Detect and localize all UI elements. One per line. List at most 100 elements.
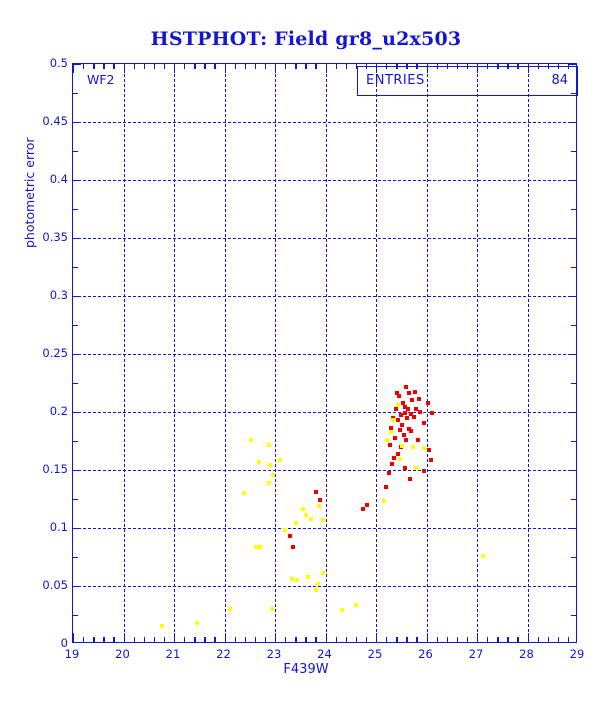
tick-x-minor [254,64,257,69]
data-point [159,624,164,629]
tick-y-major [73,122,81,124]
data-point [314,490,319,495]
tick-x-minor [517,637,519,642]
data-point [417,397,422,402]
tick-x-minor [113,64,115,69]
gridline-vertical [275,64,276,642]
tick-x-major [275,64,277,73]
tick-x-major [426,64,428,73]
tick-x-minor [264,64,267,69]
tick-x-minor [194,64,196,69]
tick-x-minor [537,637,539,642]
tick-x-minor [83,637,85,642]
data-point [271,473,276,478]
data-point [428,457,433,462]
stats-legend-box: ENTRIES 84 [357,66,578,96]
data-point [385,437,390,442]
x-tick-label: 23 [266,647,282,661]
tick-y-minor [571,499,576,501]
tick-x-major [174,64,176,73]
data-point [396,418,401,423]
data-point [408,477,413,482]
tick-x-minor [305,637,307,642]
gridline-horizontal [73,412,576,413]
tick-x-major [275,633,277,642]
tick-y-minor [73,499,78,501]
data-point [256,460,261,465]
tick-y-minor [73,151,78,153]
tick-x-minor [163,637,166,642]
tick-y-minor [73,325,78,327]
tick-x-minor [416,637,418,642]
data-point [397,394,402,399]
tick-x-minor [143,64,146,69]
stats-entries-label: ENTRIES [366,73,425,88]
data-point [393,436,398,441]
tick-x-minor [133,64,135,69]
tick-y-major [568,412,576,414]
data-point [481,554,486,559]
tick-x-major [73,633,75,642]
data-point [294,520,299,525]
tick-x-minor [355,64,358,69]
tick-y-major [568,528,576,530]
tick-x-major [123,64,125,73]
data-point [398,456,403,461]
data-point [227,607,232,612]
plot-frame: WF2 ENTRIES 84 [72,63,578,643]
data-point [390,462,395,467]
tick-y-major [568,238,576,240]
data-point [398,412,403,417]
tick-x-minor [285,64,287,69]
data-point [248,437,253,442]
tick-y-major [73,586,81,588]
tick-x-major [325,64,327,73]
tick-x-minor [456,637,459,642]
gridline-horizontal [73,470,576,471]
data-point [388,429,393,434]
tick-y-major [568,64,576,66]
tick-x-minor [497,637,499,642]
tick-y-major [73,528,81,530]
tick-x-major [527,64,529,73]
tick-x-minor [487,637,489,642]
tick-x-major [527,633,529,642]
tick-x-minor [386,637,388,642]
tick-x-minor [315,637,317,642]
data-point [295,577,300,582]
tick-x-minor [466,637,469,642]
gridline-horizontal [73,296,576,297]
gridline-horizontal [73,180,576,181]
data-point [278,457,283,462]
gridline-vertical [174,64,175,642]
tick-x-major [477,64,479,73]
x-axis-title: F439W [283,662,329,677]
data-point [317,503,322,508]
tick-x-minor [547,637,550,642]
gridline-horizontal [73,238,576,239]
data-point [396,403,401,408]
tick-x-minor [244,64,247,69]
gridline-vertical [426,64,428,642]
data-point [403,404,408,409]
y-tick-label: 0.25 [42,346,68,360]
tick-y-major [568,586,576,588]
tick-x-major [477,633,479,642]
y-tick-label: 0.35 [42,230,68,244]
data-point [429,410,434,415]
tick-x-minor [113,637,115,642]
tick-y-minor [73,383,78,385]
data-point [394,406,399,411]
data-point [395,451,400,456]
gridline-horizontal [73,354,576,355]
y-tick-label: 0 [60,636,68,650]
data-point [389,426,394,431]
tick-y-minor [571,151,576,153]
tick-x-major [224,64,226,73]
gridline-vertical [123,64,125,642]
y-tick-label: 0.1 [49,520,68,534]
data-point [266,443,271,448]
gridline-horizontal [73,528,576,529]
data-point [384,485,389,490]
tick-x-minor [264,637,267,642]
